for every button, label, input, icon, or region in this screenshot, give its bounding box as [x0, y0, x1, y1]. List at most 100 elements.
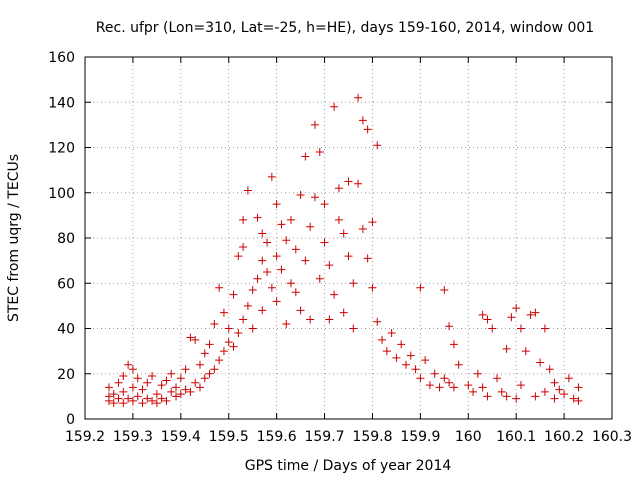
data-point-marker — [239, 315, 248, 324]
x-tick-label: 160.3 — [592, 429, 632, 445]
data-point-marker — [526, 310, 535, 319]
data-point-marker — [253, 274, 262, 283]
data-point-marker — [229, 342, 238, 351]
data-point-marker — [382, 347, 391, 356]
data-point-marker — [263, 267, 272, 276]
data-point-marker — [272, 297, 281, 306]
data-point-marker — [267, 283, 276, 292]
data-point-marker — [540, 324, 549, 333]
data-point-marker — [574, 396, 583, 405]
data-point-marker — [512, 394, 521, 403]
data-point-marker — [564, 374, 573, 383]
data-point-marker — [354, 93, 363, 102]
x-tick-label: 159.4 — [161, 429, 201, 445]
data-point-marker — [215, 283, 224, 292]
data-point-marker — [229, 290, 238, 299]
data-point-marker — [205, 369, 214, 378]
data-point-marker — [119, 387, 128, 396]
data-point-marker — [483, 315, 492, 324]
data-point-marker — [478, 383, 487, 392]
x-tick-label: 159.5 — [209, 429, 249, 445]
data-point-marker — [555, 385, 564, 394]
data-point-marker — [215, 356, 224, 365]
data-point-marker — [263, 238, 272, 247]
data-point-marker — [248, 324, 257, 333]
data-point-marker — [258, 256, 267, 265]
data-point-marker — [133, 374, 142, 383]
data-point-marker — [239, 243, 248, 252]
data-point-marker — [128, 396, 137, 405]
data-point-marker — [224, 338, 233, 347]
data-point-marker — [320, 200, 329, 209]
data-point-marker — [287, 215, 296, 224]
y-tick-label: 0 — [66, 412, 75, 428]
data-point-marker — [148, 372, 157, 381]
data-point-marker — [507, 313, 516, 322]
data-point-marker — [109, 390, 118, 399]
data-point-marker — [306, 315, 315, 324]
data-point-marker — [464, 381, 473, 390]
x-tick-label: 159.7 — [304, 429, 344, 445]
data-point-marker — [186, 333, 195, 342]
data-point-marker — [344, 177, 353, 186]
data-point-marker — [421, 356, 430, 365]
data-point-marker — [430, 369, 439, 378]
data-point-marker — [411, 365, 420, 374]
data-point-marker — [406, 351, 415, 360]
data-point-marker — [574, 383, 583, 392]
data-point-marker — [243, 186, 252, 195]
x-tick-label: 159.8 — [352, 429, 392, 445]
data-point-marker — [315, 274, 324, 283]
data-point-marker — [162, 376, 171, 385]
data-point-marker — [234, 252, 243, 261]
data-point-marker — [124, 394, 133, 403]
data-point-marker — [440, 374, 449, 383]
data-point-marker — [152, 399, 161, 408]
data-point-marker — [181, 365, 190, 374]
data-point-marker — [401, 360, 410, 369]
data-point-marker — [162, 396, 171, 405]
data-point-marker — [354, 179, 363, 188]
data-point-marker — [128, 383, 137, 392]
data-point-marker — [339, 308, 348, 317]
data-point-marker — [531, 308, 540, 317]
data-point-marker — [157, 381, 166, 390]
data-point-marker — [325, 315, 334, 324]
y-tick-label: 80 — [57, 231, 75, 247]
data-point-marker — [219, 347, 228, 356]
data-point-marker — [291, 245, 300, 254]
data-point-marker — [152, 390, 161, 399]
x-tick-labels: 159.2 159.3 159.4 159.5 159.6 159.7 159.8 159.9… — [65, 429, 632, 445]
data-point-marker — [282, 319, 291, 328]
data-point-marker — [334, 215, 343, 224]
data-point-marker — [445, 378, 454, 387]
data-point-marker — [176, 390, 185, 399]
data-point-marker — [200, 349, 209, 358]
data-point-marker — [200, 374, 209, 383]
y-tick-label: 20 — [57, 367, 75, 383]
data-point-marker — [416, 283, 425, 292]
data-point-marker — [224, 324, 233, 333]
data-point-marker — [186, 387, 195, 396]
data-point-marker — [109, 399, 118, 408]
data-point-marker — [104, 396, 113, 405]
data-point-marker — [296, 306, 305, 315]
data-point-marker — [133, 392, 142, 401]
y-tick-labels: 0 20 40 60 80 100 120 140 160 — [48, 50, 75, 428]
data-point-marker — [454, 360, 463, 369]
data-point-marker — [272, 200, 281, 209]
data-point-marker — [449, 340, 458, 349]
data-point-marker — [483, 392, 492, 401]
data-point-marker — [320, 238, 329, 247]
y-tick-label: 140 — [48, 95, 75, 111]
axis-ticks — [84, 56, 613, 420]
data-point-marker — [512, 304, 521, 313]
data-point-marker — [397, 340, 406, 349]
x-axis-title: GPS time / Days of year 2014 — [245, 458, 452, 474]
data-point-marker — [497, 387, 506, 396]
data-point-marker — [287, 279, 296, 288]
x-tick-label: 159.3 — [113, 429, 153, 445]
data-point-marker — [368, 218, 377, 227]
data-point-marker — [234, 329, 243, 338]
